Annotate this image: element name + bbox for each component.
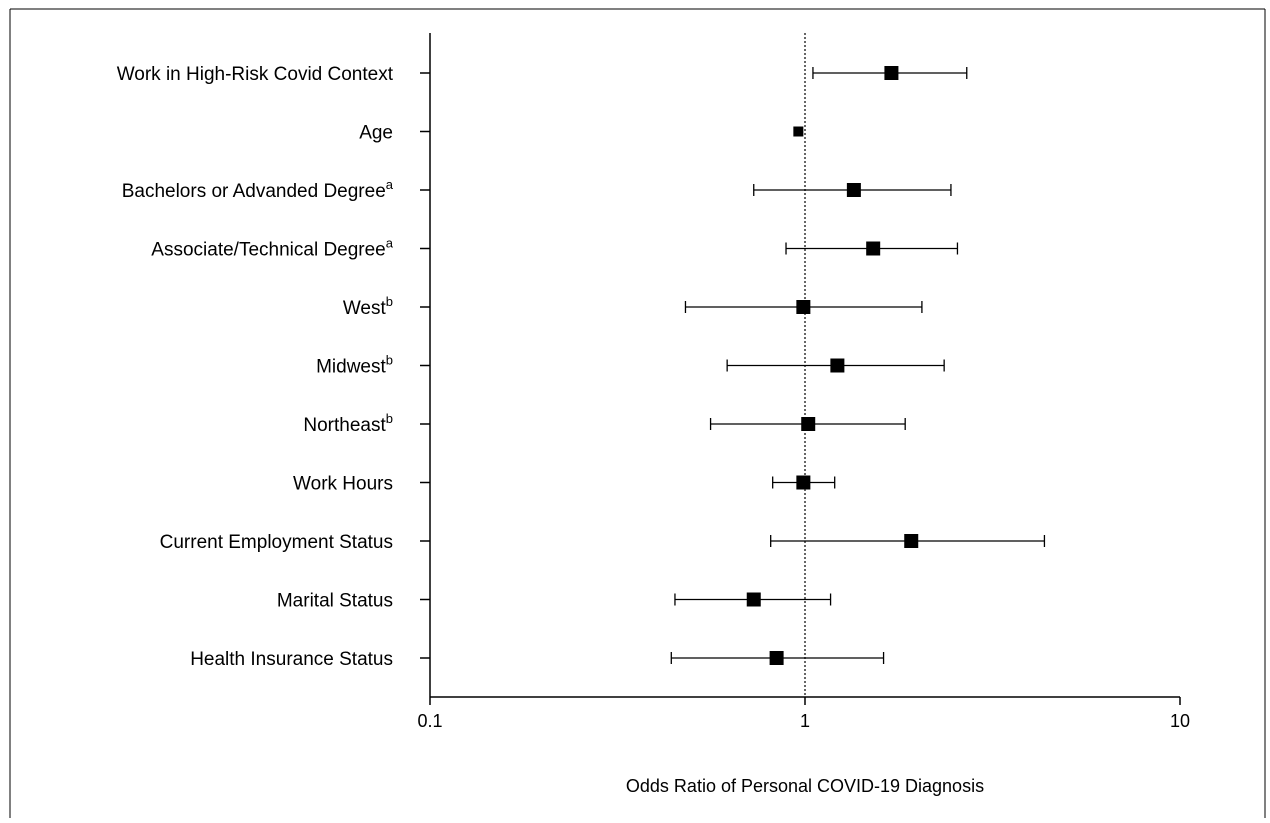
point-estimate-marker <box>884 66 899 80</box>
point-estimate-marker <box>846 183 861 197</box>
x-tick-label: 0.1 <box>417 711 442 731</box>
x-tick-label: 1 <box>800 711 810 731</box>
forest-row: Current Employment Status <box>160 532 1046 553</box>
row-label-text: Midwest <box>316 357 386 378</box>
point-estimate-marker <box>796 475 811 490</box>
row-label: Work in High-Risk Covid Context <box>117 64 394 85</box>
row-label-text: Work in High-Risk Covid Context <box>117 64 394 85</box>
row-label-text: Marital Status <box>277 591 393 612</box>
x-axis-ticks: 0.1 1 10 <box>417 697 1190 731</box>
forest-row: Midwestb <box>316 353 945 378</box>
row-label: Westb <box>343 294 393 319</box>
forest-row: Associate/Technical Degreea <box>151 236 959 261</box>
row-label-superscript: b <box>386 411 393 426</box>
row-label-superscript: a <box>386 236 394 251</box>
point-estimate-marker <box>793 126 804 137</box>
x-axis-label: Odds Ratio of Personal COVID-19 Diagnosi… <box>626 776 984 796</box>
row-label: Age <box>359 123 393 144</box>
forest-row: Northeastb <box>303 411 906 436</box>
row-label: Northeastb <box>303 411 393 436</box>
row-label-superscript: b <box>386 294 393 309</box>
row-label-text: Northeast <box>303 415 386 436</box>
row-label-text: Current Employment Status <box>160 532 393 553</box>
row-label: Marital Status <box>277 591 393 612</box>
row-label-text: Age <box>359 123 393 144</box>
row-label-superscript: a <box>386 177 394 192</box>
row-label-text: West <box>343 298 387 319</box>
row-label-superscript: b <box>386 353 393 368</box>
forest-row: Bachelors or Advanded Degreea <box>122 177 952 202</box>
row-label-text: Bachelors or Advanded Degree <box>122 181 386 202</box>
row-label: Work Hours <box>293 474 393 495</box>
row-label: Bachelors or Advanded Degreea <box>122 177 394 202</box>
forest-rows: Work in High-Risk Covid Context Age Bachel… <box>117 64 1046 670</box>
point-estimate-marker <box>866 241 881 256</box>
row-label: Associate/Technical Degreea <box>151 236 393 261</box>
forest-row: Age <box>359 123 804 144</box>
forest-row: Health Insurance Status <box>190 649 885 670</box>
forest-row: Work in High-Risk Covid Context <box>117 64 968 85</box>
point-estimate-marker <box>830 358 845 373</box>
point-estimate-marker <box>801 417 816 431</box>
row-label: Midwestb <box>316 353 393 378</box>
forest-row: Work Hours <box>293 474 836 495</box>
row-label: Health Insurance Status <box>190 649 393 670</box>
row-label: Current Employment Status <box>160 532 393 553</box>
forest-row: Westb <box>343 294 923 319</box>
row-label-text: Associate/Technical Degree <box>151 240 385 261</box>
point-estimate-marker <box>796 300 811 314</box>
point-estimate-marker <box>904 534 919 548</box>
forest-row: Marital Status <box>277 591 832 612</box>
point-estimate-marker <box>746 592 761 607</box>
point-estimate-marker <box>769 651 784 665</box>
row-label-text: Health Insurance Status <box>190 649 393 670</box>
row-label-text: Work Hours <box>293 474 393 495</box>
x-tick-label: 10 <box>1170 711 1190 731</box>
